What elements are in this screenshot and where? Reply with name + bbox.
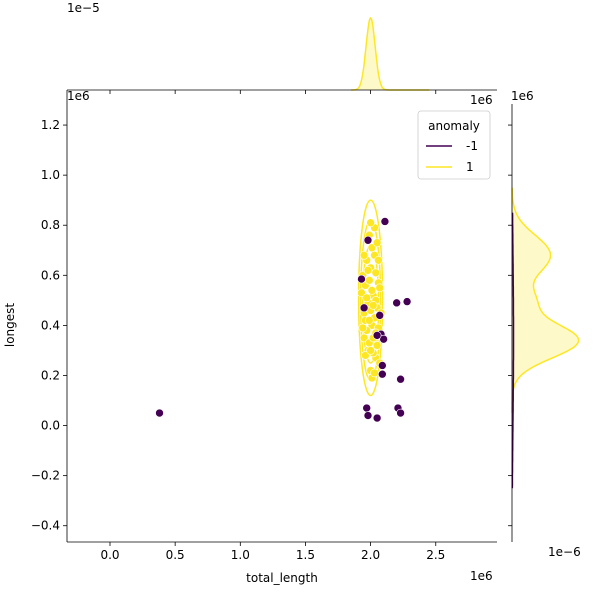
top-marginal: 1e−5 [67,1,497,94]
x-offset-text-top: 1e6 [470,93,493,107]
scatter-point-anomaly [363,411,373,420]
scatter-point-anomaly [362,403,371,413]
scatter-point-normal [359,333,369,343]
y-tick-label: 0.6 [41,268,60,282]
scatter-point-anomaly [372,331,382,340]
y-tick-label: 1.2 [41,118,60,132]
scatter-point-normal [372,341,382,350]
legend-label-1: 1 [466,160,474,174]
scatter-point-normal [368,301,378,310]
scatter-point-normal [375,283,385,293]
scatter-point-anomaly [363,235,373,245]
scatter-point-normal [371,268,381,278]
x-ticks: 0.0 0.5 1.0 1.5 2.0 2.5 [100,542,445,562]
scatter-point-normal [372,238,382,248]
right-marginal-top-offset-text: 1e6 [511,89,534,103]
kde-contour [357,199,384,397]
scatter-point-anomaly [155,408,164,418]
legend-title: anomaly [428,119,480,133]
right-marginal-kde-fill-anomaly [512,187,579,413]
scatter-point-anomaly [359,303,369,313]
scatter-point-anomaly [357,274,366,284]
main-plot: 0.0 0.5 1.0 1.5 2.0 2.5 −0.4 −0.2 0.0 0.2 0.4 0.6 0… [3,89,497,585]
y-offset-text: 1e6 [67,89,90,103]
right-marginal: 1e6 1e−6 [508,89,581,559]
scatter-point-normal [363,265,373,275]
y-tick-label: 1.0 [41,168,60,182]
x-tick-label: 2.5 [426,548,445,562]
y-tick-label: 0.0 [41,419,60,433]
y-tick-label: −0.4 [31,519,60,533]
scatter-point-normal [357,288,366,298]
scatter-point-anomaly [379,334,388,344]
scatter-point-anomaly [378,369,387,379]
x-tick-label: 1.0 [231,548,250,562]
scatter-point-normal [358,323,368,333]
x-offset-text: 1e6 [470,569,493,583]
scatter-point-normal [367,243,377,253]
x-tick-label: 2.0 [361,548,380,562]
scatter-point-normal [370,368,379,378]
scatter-point-normal [361,351,370,360]
y-axis-label: longest [3,303,17,348]
scatter-point-anomaly [392,298,401,308]
right-marginal-kde-line-anomaly [511,187,580,413]
scatter-points [155,217,412,423]
scatter-point-anomaly [396,374,405,384]
scatter-point-anomaly [396,408,405,418]
scatter-point-normal [365,316,374,325]
top-marginal-kde-fill [351,18,430,90]
scatter-point-normal [365,276,374,285]
scatter-point-anomaly [372,413,382,423]
legend-box [417,110,491,180]
legend: anomaly -1 1 [417,110,491,180]
scatter-point-anomaly [375,311,385,320]
scatter-point-normal [359,250,369,260]
legend-label-0: -1 [466,139,478,153]
scatter-point-anomaly [378,361,387,370]
x-axis-label: total_length [246,571,318,585]
scatter-point-normal [367,286,377,295]
right-marginal-kde-line-normal [511,212,515,489]
right-marginal-bottom-offset-text: 1e−6 [548,545,581,559]
scatter-point-normal [362,293,371,303]
y-ticks: −0.4 −0.2 0.0 0.2 0.4 0.6 0.8 1.0 1.2 [31,118,67,533]
y-tick-label: 0.4 [41,318,60,332]
x-tick-label: 1.5 [296,548,315,562]
y-tick-label: −0.2 [31,469,60,483]
scatter-point-anomaly [402,297,412,306]
scatter-point-anomaly [380,217,390,226]
scatter-point-normal [374,255,383,265]
scatter-point-normal [366,218,375,228]
x-tick-label: 0.0 [100,548,119,562]
y-tick-label: 0.2 [41,368,60,382]
x-tick-label: 0.5 [166,548,185,562]
top-marginal-offset-text: 1e−5 [67,1,100,15]
scatter-point-normal [366,346,375,355]
y-tick-label: 0.8 [41,218,60,232]
